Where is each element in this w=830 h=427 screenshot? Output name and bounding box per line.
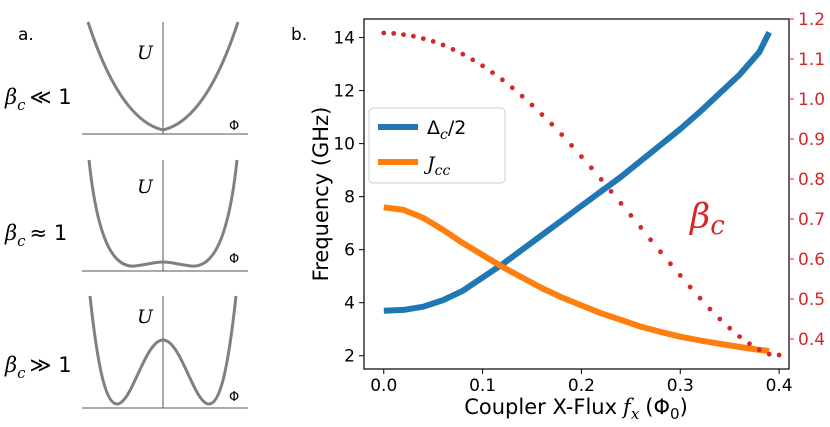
beta-annotation: βc <box>688 197 725 241</box>
x-tick-label: 0.1 <box>469 376 496 396</box>
y-axis-label: Frequency (GHz) <box>309 107 333 282</box>
potential-well-single: U Φ βc ≪ 1 <box>4 21 248 135</box>
beta-point <box>667 261 673 267</box>
y2-tick-label: 0.7 <box>798 210 825 230</box>
legend: Δc/2 Jcc <box>368 107 506 184</box>
x-tick-label: 0.0 <box>370 376 397 396</box>
panel-b-label: b. <box>291 25 307 45</box>
beta-point <box>727 325 733 331</box>
beta-point <box>717 316 723 322</box>
beta-point <box>499 77 505 83</box>
beta-point <box>638 225 644 230</box>
beta-point <box>747 341 752 347</box>
potential-well-double: U Φ βc ≫ 1 <box>4 295 248 409</box>
potential-curve <box>87 159 239 268</box>
y2-tick-label: 0.8 <box>798 170 825 190</box>
y-tick-label: 14 <box>333 29 355 49</box>
y-tick-label: 4 <box>344 294 355 314</box>
potential-label: U <box>137 42 154 64</box>
series-j-line <box>383 204 770 354</box>
beta-point <box>450 47 456 52</box>
beta-point <box>411 33 416 39</box>
series-delta-line <box>383 30 772 314</box>
y2-tick-label: 1.0 <box>798 90 825 110</box>
y2-tick-label: 1.2 <box>798 10 825 30</box>
beta-point <box>529 102 535 108</box>
beta-point <box>509 85 515 91</box>
panel-a: a. U Φ βc ≪ 1 U Φ βc ≈ 1 <box>4 21 248 409</box>
y-tick-label: 2 <box>344 347 355 367</box>
y2-tick-label: 1.1 <box>798 50 825 70</box>
beta-point <box>588 165 594 171</box>
y-tick-label: 8 <box>344 188 355 208</box>
beta-point <box>707 306 713 312</box>
beta-point <box>460 51 466 57</box>
beta-condition-row3: βc ≫ 1 <box>4 353 72 382</box>
y2-tick-label: 0.4 <box>798 330 825 350</box>
beta-point <box>559 132 565 138</box>
beta-point <box>648 237 654 243</box>
y2-tick-label: 0.6 <box>798 250 825 270</box>
beta-condition-row2: βc ≈ 1 <box>4 221 67 250</box>
flux-label: Φ <box>229 390 239 405</box>
flux-label: Φ <box>229 119 239 134</box>
beta-point <box>480 63 486 69</box>
beta-point <box>391 31 397 36</box>
y-tick-label: 6 <box>344 241 355 261</box>
beta-point <box>470 57 476 63</box>
beta-point <box>549 121 555 127</box>
y2-tick-label: 0.9 <box>798 130 825 150</box>
panel-a-label: a. <box>18 25 34 45</box>
beta-point <box>401 32 406 37</box>
beta-point <box>519 93 525 99</box>
series-beta-dots <box>381 30 782 358</box>
beta-point <box>697 295 703 301</box>
y-axis-left: 2 4 6 8 10 12 14 <box>333 29 364 367</box>
beta-point <box>430 39 436 44</box>
potential-well-flat: U Φ βc ≈ 1 <box>4 159 248 272</box>
potential-label: U <box>137 176 154 198</box>
panel-b: b. 2 4 6 8 10 12 14 0.4 0.5 0.6 0.7 0.8 0.9 1.0 1.1 1.… <box>291 10 825 423</box>
beta-point <box>381 30 387 36</box>
legend-label-delta: Δc/2 <box>427 117 466 143</box>
beta-point <box>677 273 683 278</box>
plot-series <box>381 30 782 358</box>
x-axis-label: Coupler X-Flux fx (Φ0) <box>464 395 688 423</box>
beta-point <box>737 334 742 339</box>
potential-curve <box>86 21 240 132</box>
beta-point <box>756 347 762 353</box>
beta-point <box>490 70 495 75</box>
flux-label: Φ <box>229 252 239 267</box>
beta-point <box>766 351 772 357</box>
beta-point <box>618 201 624 206</box>
beta-point <box>687 284 693 290</box>
beta-point <box>608 189 614 194</box>
beta-point <box>420 36 426 41</box>
x-tick-label: 0.3 <box>667 376 694 396</box>
y-tick-label: 10 <box>333 135 355 155</box>
y-tick-label: 12 <box>333 82 355 102</box>
x-axis: 0.0 0.1 0.2 0.3 0.4 <box>370 369 793 396</box>
beta-condition-row1: βc ≪ 1 <box>4 85 72 114</box>
plot-frame <box>363 18 790 370</box>
x-tick-label: 0.2 <box>568 376 595 396</box>
beta-point <box>628 213 634 218</box>
beta-point <box>569 143 574 148</box>
beta-point <box>440 42 446 48</box>
beta-point <box>539 112 545 117</box>
legend-label-j: Jcc <box>423 153 450 179</box>
x-tick-label: 0.4 <box>766 376 793 396</box>
beta-point <box>658 249 663 255</box>
beta-point <box>776 352 782 358</box>
beta-point <box>598 177 604 182</box>
potential-curve <box>88 295 238 406</box>
y-axis-right: 0.4 0.5 0.6 0.7 0.8 0.9 1.0 1.1 1.2 <box>789 10 825 350</box>
beta-point <box>579 154 584 160</box>
potential-label: U <box>137 306 154 328</box>
y2-tick-label: 0.5 <box>798 290 825 310</box>
